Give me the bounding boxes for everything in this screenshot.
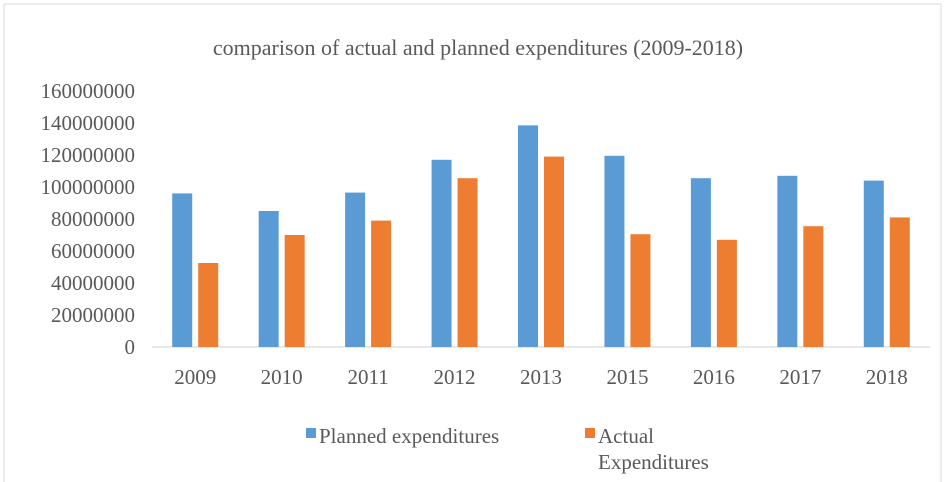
bar <box>803 226 824 347</box>
y-tick-label: 20000000 <box>51 303 135 327</box>
bar <box>889 217 910 347</box>
bar <box>690 178 711 347</box>
bar <box>284 235 305 347</box>
bar <box>777 175 798 347</box>
y-tick-label: 140000000 <box>41 111 136 135</box>
x-tick-label: 2016 <box>693 365 735 389</box>
x-tick-label: 2011 <box>347 365 388 389</box>
bar <box>863 180 884 347</box>
x-tick-label: 2015 <box>606 365 648 389</box>
bar <box>258 211 279 347</box>
bar <box>345 192 366 347</box>
y-tick-label: 40000000 <box>51 271 135 295</box>
legend: Planned expenditures Actual Expenditures <box>306 424 709 474</box>
bar <box>604 155 625 347</box>
x-tick-label: 2010 <box>261 365 303 389</box>
bar-series-group <box>172 125 910 348</box>
y-axis: 0 20000000 40000000 60000000 80000000 1000000… <box>41 79 136 359</box>
bar <box>630 234 651 347</box>
y-tick-label: 120000000 <box>41 143 136 167</box>
legend-label-planned: Planned expenditures <box>319 424 499 448</box>
bar <box>544 156 564 347</box>
bar <box>198 263 219 347</box>
legend-label-line: Actual <box>598 424 654 448</box>
x-tick-label: 2013 <box>520 365 562 389</box>
bar <box>431 159 452 347</box>
bar <box>457 178 478 347</box>
legend-swatch-actual <box>585 428 595 438</box>
bar-series-planned <box>172 125 884 348</box>
y-tick-label: 100000000 <box>41 175 136 199</box>
y-tick-label: 160000000 <box>41 79 136 103</box>
x-tick-label: 2017 <box>779 365 821 389</box>
x-tick-label: 2012 <box>434 365 476 389</box>
y-tick-label: 80000000 <box>51 207 135 231</box>
legend-label-line: Expenditures <box>598 450 709 474</box>
bar <box>716 239 737 347</box>
x-axis: 2009 2010 2011 2012 2013 2015 2016 2017 2018 <box>152 346 930 389</box>
bar-series-actual <box>198 156 910 347</box>
legend-label-actual: Actual Expenditures <box>598 424 709 474</box>
x-tick-label: 2018 <box>866 365 908 389</box>
bar <box>371 220 392 347</box>
bar <box>172 193 193 347</box>
chart-frame <box>3 3 942 482</box>
y-tick-label: 60000000 <box>51 239 135 263</box>
bar <box>518 125 538 348</box>
legend-swatch-planned <box>306 428 316 438</box>
x-tick-label: 2009 <box>174 365 216 389</box>
y-tick-label: 0 <box>125 335 136 359</box>
chart-title: comparison of actual and planned expendi… <box>213 35 743 60</box>
